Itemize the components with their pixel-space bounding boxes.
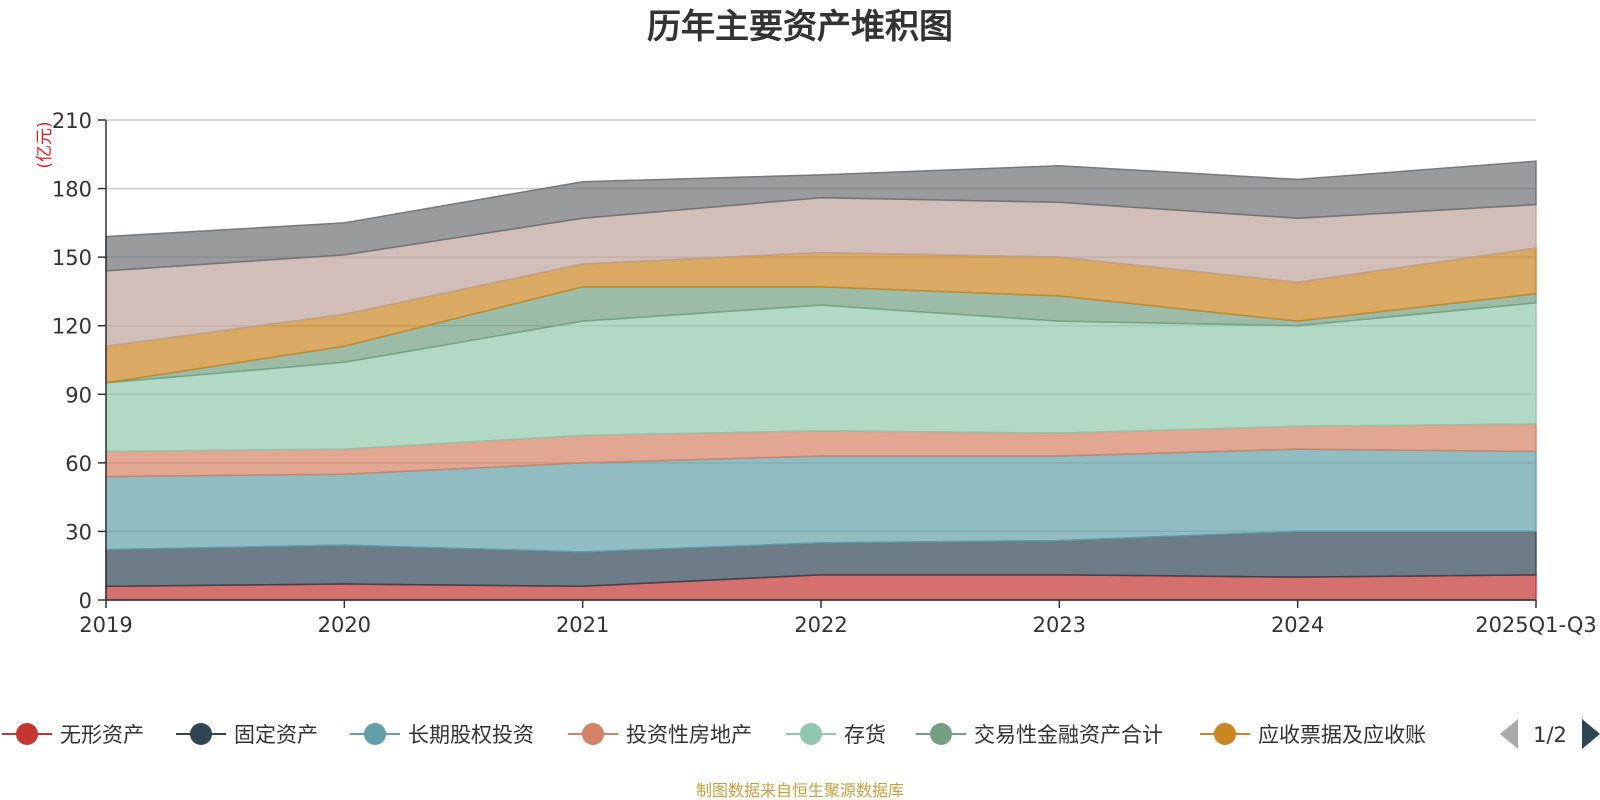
legend-label: 无形资产 xyxy=(60,723,144,747)
y-tick-label: 30 xyxy=(65,520,92,544)
legend-page-indicator: 1/2 xyxy=(1533,723,1567,747)
legend-item-6[interactable]: 交易性金融资产合计 xyxy=(916,723,1163,747)
legend-next-page-icon[interactable] xyxy=(1582,719,1600,749)
legend-label: 存货 xyxy=(844,723,886,747)
legend-circle-marker xyxy=(190,723,212,745)
x-tick-label: 2022 xyxy=(794,613,847,637)
legend-circle-marker xyxy=(364,723,386,745)
legend-item-4[interactable]: 投资性房地产 xyxy=(568,723,752,747)
legend-label: 交易性金融资产合计 xyxy=(974,723,1163,747)
y-tick-label: 150 xyxy=(52,246,92,270)
legend-prev-page-icon[interactable] xyxy=(1500,719,1518,749)
y-axis-unit-label: (亿元) xyxy=(35,121,55,168)
legend-item-5[interactable]: 存货 xyxy=(786,723,886,747)
x-tick-label: 2024 xyxy=(1271,613,1324,637)
y-tick-label: 60 xyxy=(65,452,92,476)
area-series-9 xyxy=(105,160,1537,272)
y-tick-label: 210 xyxy=(52,109,92,133)
legend-label: 投资性房地产 xyxy=(626,723,752,747)
y-tick-label: 0 xyxy=(79,589,92,613)
legend-circle-marker xyxy=(16,723,38,745)
legend-label: 应收票据及应收账 xyxy=(1258,723,1426,747)
x-tick-label: 2025Q1-Q3 xyxy=(1475,613,1597,637)
x-tick-label: 2020 xyxy=(318,613,371,637)
x-tick-label: 2021 xyxy=(556,613,609,637)
axes: 0 30 60 90 120 150 180 210 2019 2020 2021 2022 2023 2… xyxy=(52,109,1597,637)
legend-item-1[interactable]: 无形资产 xyxy=(2,723,144,747)
data-source-note: 制图数据来自恒生聚源数据库 xyxy=(696,781,904,800)
y-tick-label: 120 xyxy=(52,315,92,339)
legend-label: 长期股权投资 xyxy=(408,723,534,747)
x-tick-label: 2019 xyxy=(79,613,132,637)
legend-circle-marker xyxy=(582,723,604,745)
legend[interactable]: 无形资产 固定资产 长期股权投资 投资性房地产 存货 交易性金融资产合计 应收票据及应收账 1… xyxy=(2,719,1600,749)
legend-circle-marker xyxy=(930,723,952,745)
x-tick-label: 2023 xyxy=(1033,613,1086,637)
legend-circle-marker xyxy=(800,723,822,745)
legend-label: 固定资产 xyxy=(234,723,318,747)
chart-title: 历年主要资产堆积图 xyxy=(647,7,953,47)
stacked-areas xyxy=(105,160,1537,601)
legend-item-3[interactable]: 长期股权投资 xyxy=(350,723,534,747)
legend-circle-marker xyxy=(1214,723,1236,745)
legend-item-7[interactable]: 应收票据及应收账 xyxy=(1200,723,1426,747)
y-tick-label: 180 xyxy=(52,178,92,202)
y-tick-label: 90 xyxy=(65,383,92,407)
legend-item-2[interactable]: 固定资产 xyxy=(176,723,318,747)
